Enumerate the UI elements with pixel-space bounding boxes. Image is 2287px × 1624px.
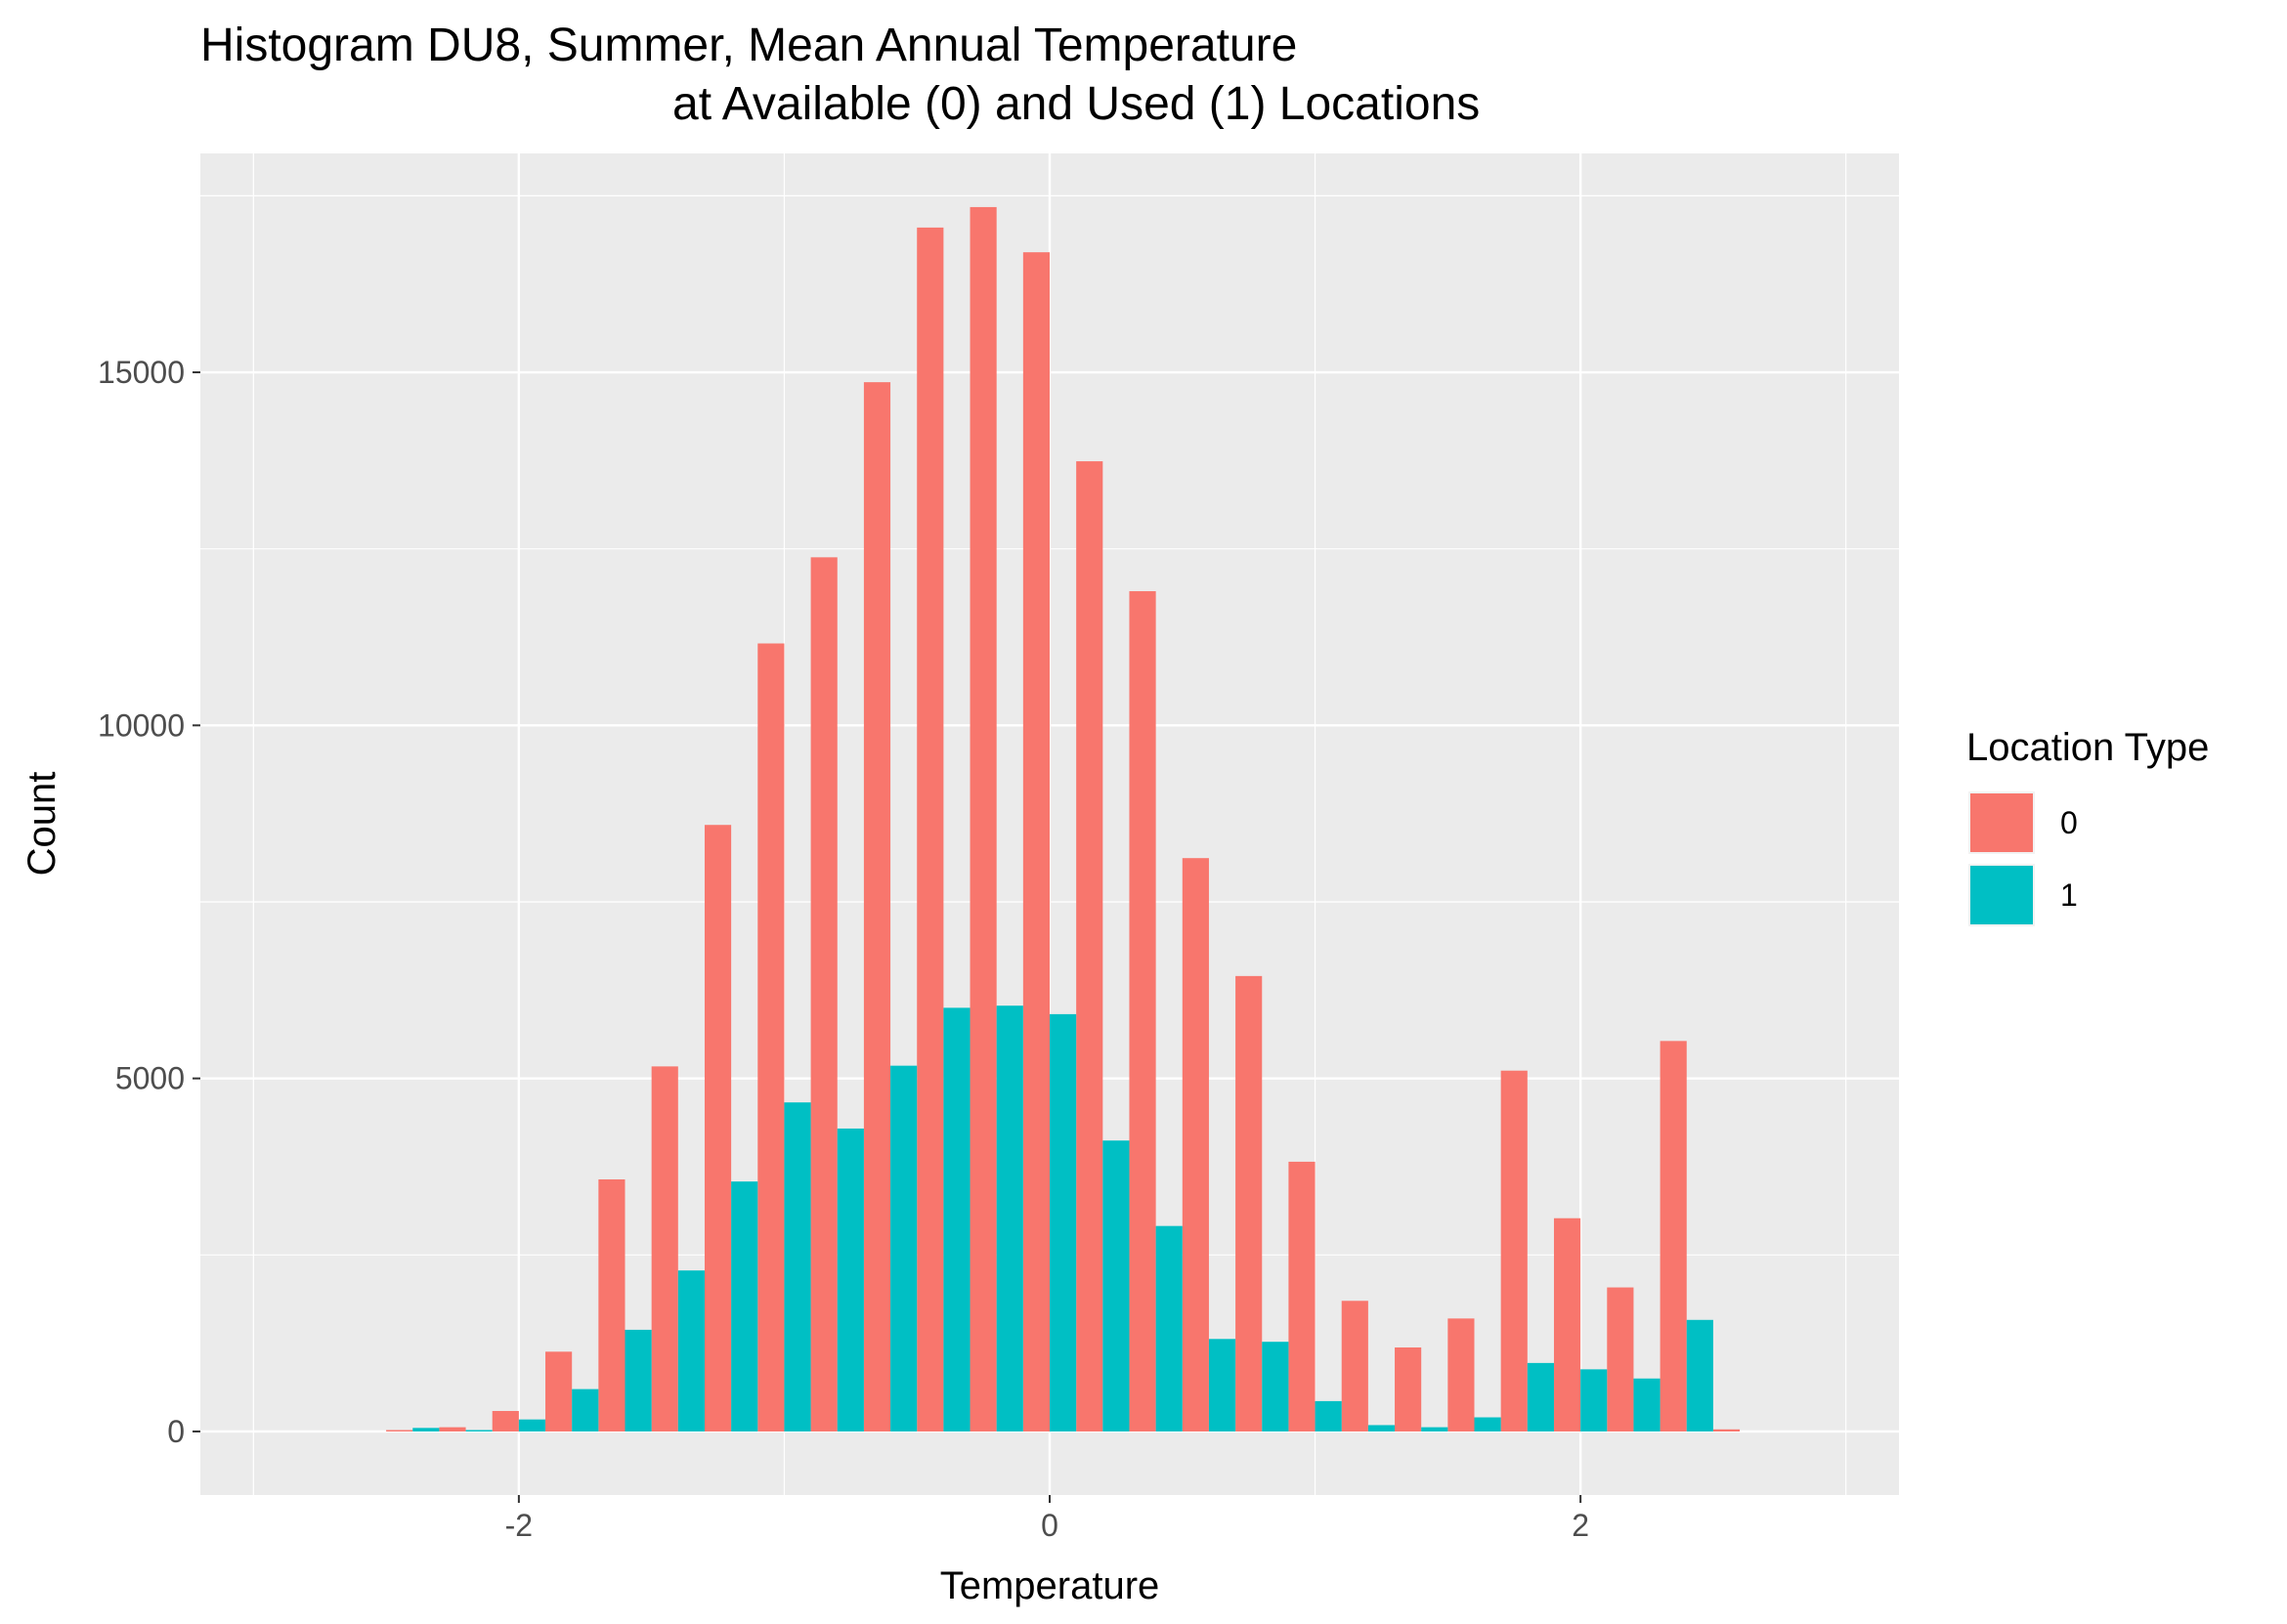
bar-location-0 bbox=[757, 643, 785, 1432]
bar-location-0 bbox=[1076, 461, 1103, 1432]
bar-location-1 bbox=[1527, 1362, 1554, 1432]
chart-title-line2: at Available (0) and Used (1) Locations bbox=[672, 78, 1480, 130]
bar-location-1 bbox=[518, 1419, 546, 1432]
bar-location-0 bbox=[386, 1430, 413, 1432]
bar-location-0 bbox=[1129, 591, 1156, 1432]
bar-location-1 bbox=[784, 1102, 811, 1432]
bar-location-1 bbox=[677, 1270, 705, 1432]
x-tick-label: 2 bbox=[1572, 1508, 1589, 1543]
bar-location-0 bbox=[598, 1178, 626, 1432]
legend-label-0: 0 bbox=[2060, 805, 2078, 840]
bar-location-1 bbox=[412, 1428, 440, 1432]
legend-swatch-1 bbox=[1970, 866, 2033, 924]
x-tick-label: -2 bbox=[505, 1508, 533, 1543]
bar-location-0 bbox=[917, 227, 944, 1432]
y-axis-title: Count bbox=[21, 772, 64, 876]
bar-location-1 bbox=[1262, 1342, 1289, 1432]
x-axis: -2 0 2 bbox=[505, 1495, 1589, 1543]
bar-location-0 bbox=[1500, 1070, 1528, 1432]
bar-location-0 bbox=[492, 1411, 519, 1432]
bar-location-1 bbox=[1315, 1400, 1342, 1432]
bar-location-1 bbox=[890, 1065, 918, 1432]
bar-location-0 bbox=[1235, 975, 1263, 1432]
bar-location-0 bbox=[1712, 1429, 1741, 1432]
bar-location-0 bbox=[704, 825, 732, 1432]
y-tick-label: 0 bbox=[167, 1414, 185, 1449]
legend-label-1: 1 bbox=[2060, 877, 2078, 913]
bar-location-1 bbox=[1474, 1417, 1501, 1432]
bar-location-1 bbox=[625, 1329, 652, 1432]
legend-swatch-0 bbox=[1970, 793, 2033, 852]
bar-location-0 bbox=[1607, 1287, 1634, 1432]
chart-title-line1: Histogram DU8, Summer, Mean Annual Tempe… bbox=[200, 20, 1297, 71]
legend: Location Type 0 1 bbox=[1966, 726, 2209, 926]
bar-location-1 bbox=[572, 1389, 599, 1432]
histogram-bars bbox=[386, 206, 1741, 1432]
bar-location-1 bbox=[1102, 1140, 1130, 1432]
bar-location-0 bbox=[1022, 252, 1050, 1432]
bar-location-1 bbox=[1050, 1013, 1077, 1432]
bar-location-1 bbox=[1208, 1339, 1236, 1432]
x-tick-label: 0 bbox=[1041, 1508, 1058, 1543]
bar-location-0 bbox=[439, 1427, 466, 1432]
bar-location-0 bbox=[810, 557, 838, 1432]
y-axis: 0 5000 10000 15000 bbox=[98, 355, 200, 1449]
bar-location-0 bbox=[863, 382, 891, 1432]
bar-location-1 bbox=[1367, 1425, 1396, 1432]
bar-location-1 bbox=[1633, 1378, 1661, 1432]
bar-location-0 bbox=[545, 1351, 573, 1432]
bar-location-1 bbox=[731, 1181, 758, 1432]
bar-location-1 bbox=[465, 1430, 493, 1432]
bar-location-0 bbox=[651, 1066, 678, 1432]
y-tick-label: 15000 bbox=[98, 355, 185, 390]
bar-location-0 bbox=[1553, 1218, 1581, 1432]
bar-location-0 bbox=[1182, 858, 1209, 1432]
bar-location-1 bbox=[943, 1007, 971, 1432]
bar-location-1 bbox=[1155, 1225, 1183, 1432]
legend-title: Location Type bbox=[1966, 726, 2209, 769]
bar-location-0 bbox=[1447, 1318, 1475, 1432]
bar-location-0 bbox=[1660, 1041, 1687, 1432]
y-tick-label: 5000 bbox=[115, 1061, 185, 1096]
bar-location-0 bbox=[1341, 1301, 1368, 1432]
bar-location-0 bbox=[1288, 1161, 1316, 1432]
bar-location-0 bbox=[970, 206, 997, 1432]
y-tick-label: 10000 bbox=[98, 707, 185, 743]
bar-location-1 bbox=[837, 1128, 864, 1432]
x-axis-title: Temperature bbox=[940, 1564, 1160, 1607]
bar-location-1 bbox=[1686, 1319, 1713, 1432]
bar-location-0 bbox=[1395, 1346, 1422, 1432]
bar-location-1 bbox=[1580, 1369, 1608, 1432]
bar-location-1 bbox=[996, 1005, 1023, 1432]
bar-location-1 bbox=[1421, 1427, 1448, 1432]
